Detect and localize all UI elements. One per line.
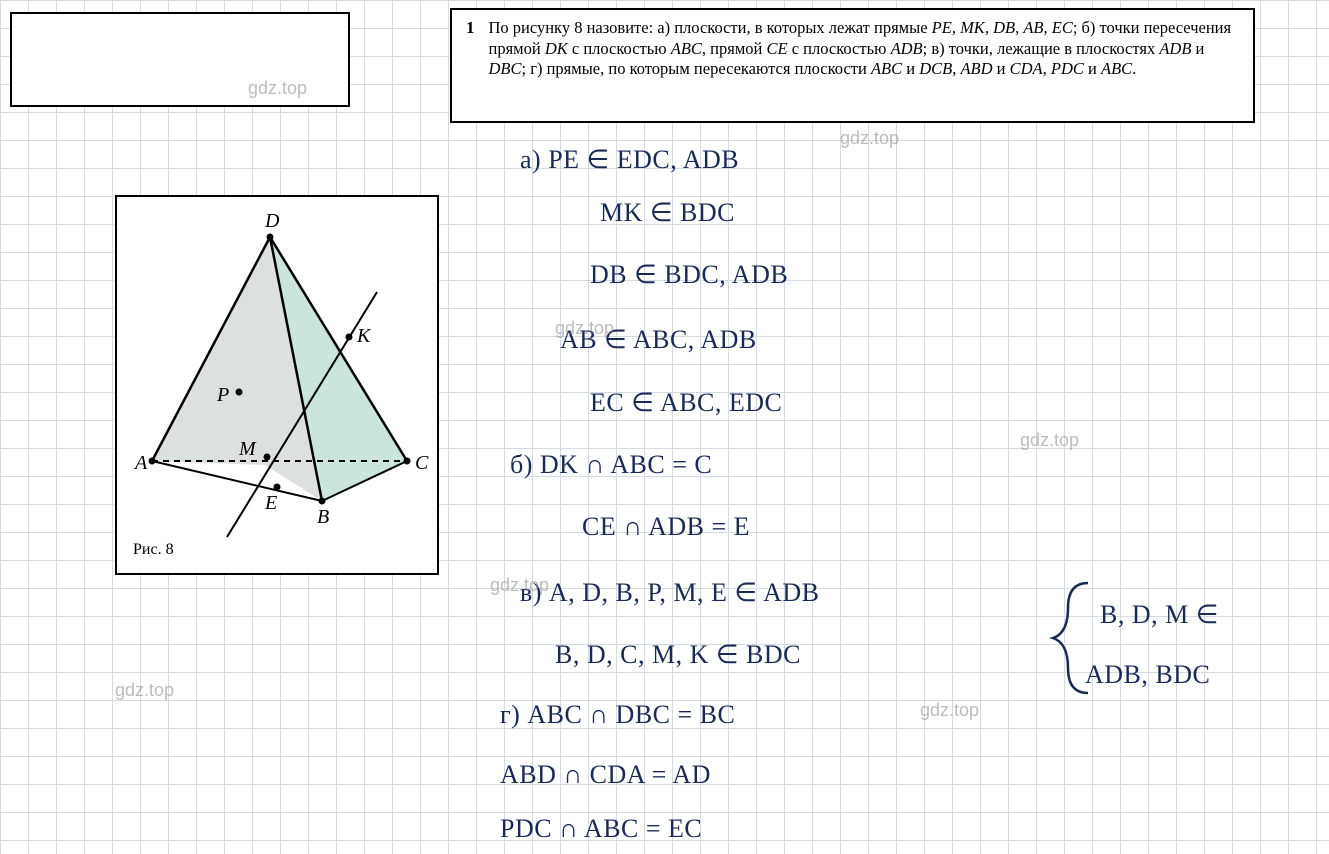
fig-label-e: E [264, 492, 277, 514]
fig-label-b: B [317, 506, 329, 528]
hand-line-7: CE ∩ ADB = E [582, 512, 750, 542]
watermark-3: gdz.top [555, 318, 614, 339]
hand-right-1: B, D, M ∈ [1100, 600, 1219, 630]
hand-line-3: DB ∈ BDC, ADB [590, 260, 788, 290]
fig-label-d: D [264, 210, 280, 232]
hand-line-1: а) PE ∈ EDC, ADB [520, 145, 739, 175]
watermark-2: gdz.top [840, 128, 899, 149]
brace-icon [1048, 578, 1108, 698]
fig-label-p: P [216, 384, 229, 406]
watermark-6: gdz.top [920, 700, 979, 721]
watermark-1: gdz.top [248, 78, 307, 99]
fig-label-a: A [133, 452, 148, 474]
problem-number: 1 [466, 18, 475, 113]
problem-statement-box: 1 По рисунку 8 назовите: а) плоскости, в… [450, 8, 1255, 123]
fig-label-m: M [238, 438, 257, 460]
fig-label-k: K [356, 325, 372, 347]
hand-line-11: ABD ∩ CDA = AD [500, 760, 711, 790]
hand-line-10: г) ABC ∩ DBC = BC [500, 700, 735, 730]
fig-label-c: C [415, 452, 429, 474]
watermark-7: gdz.top [1020, 430, 1079, 451]
hand-line-12: PDC ∩ ABC = EC [500, 814, 702, 844]
watermark-5: gdz.top [115, 680, 174, 701]
hand-line-2: MK ∈ BDC [600, 198, 735, 228]
problem-text: По рисунку 8 назовите: а) плоскости, в к… [489, 18, 1240, 113]
figure-caption: Рис. 8 [133, 541, 174, 559]
hand-line-6: б) DK ∩ ABC = C [510, 450, 712, 480]
hand-line-9: B, D, C, M, K ∈ BDC [555, 640, 801, 670]
hand-line-5: EC ∈ ABC, EDC [590, 388, 782, 418]
hand-line-8: в) A, D, B, P, M, E ∈ ADB [520, 578, 820, 608]
figure-svg: A C B D P M K E [117, 197, 441, 577]
figure-box: A C B D P M K E Рис. 8 [115, 195, 439, 575]
watermark-4: gdz.top [490, 575, 549, 596]
